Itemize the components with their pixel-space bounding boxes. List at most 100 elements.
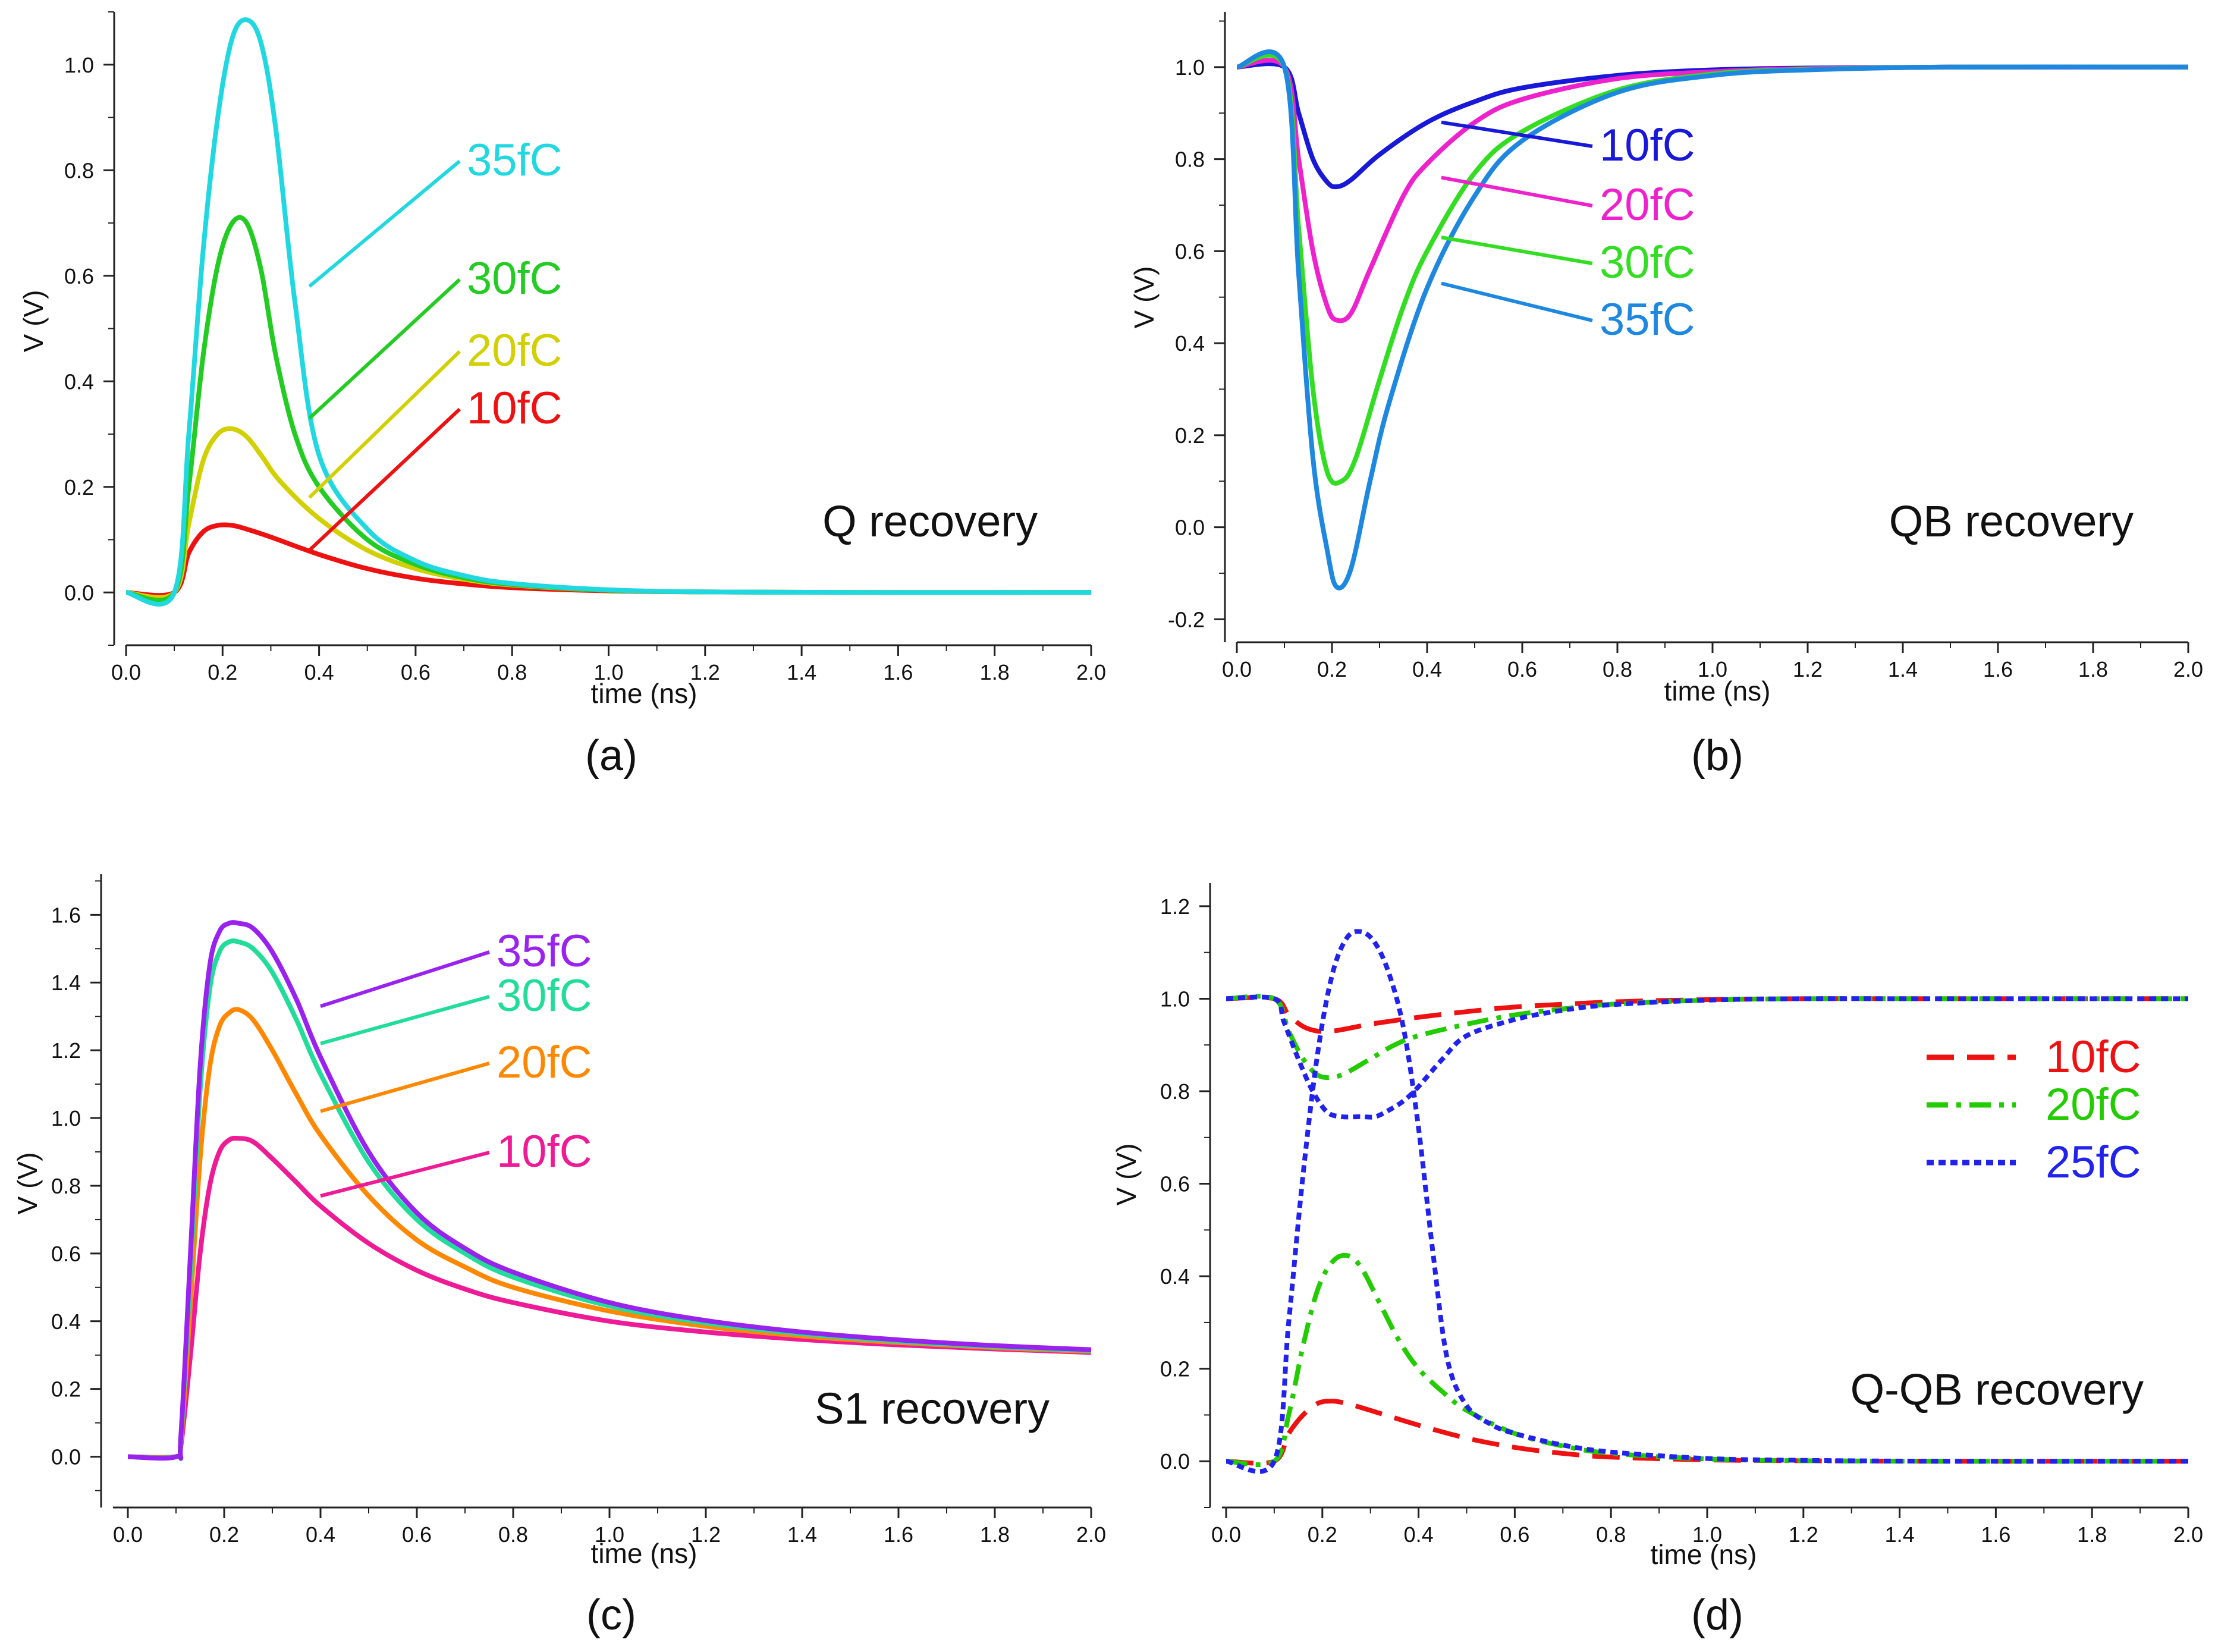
panel-d: 0.0 0.2 0.4 0.6 0.8 1.0 1.2 1.4 1.6 1.8 2.0 0.0 0.2 0… [1111, 883, 2203, 1639]
panel-a-lines [125, 17, 1092, 607]
series-line-10fC [1226, 995, 2188, 1034]
y-tick-label: 1.0 [51, 1106, 81, 1130]
label-arrow-20fC [320, 1061, 490, 1113]
panel-a-ylabel: V (V) [18, 290, 49, 353]
x-tick-label: 1.2 [1789, 1522, 1818, 1547]
x-tick-label: 1.8 [980, 1522, 1010, 1547]
panel-d-lines [1226, 929, 2189, 1474]
series-line-35fC [1236, 49, 2189, 591]
series-line-35fC [125, 17, 1092, 607]
x-tick-label: 0.4 [1412, 657, 1442, 681]
x-tick-label: 0.8 [498, 1522, 528, 1547]
series-line-25fC [1226, 929, 2189, 1474]
y-tick-label: 0.8 [51, 1174, 81, 1198]
y-tick-label: 1.6 [51, 903, 81, 927]
series-label-35fC: 35fC [1600, 294, 1695, 345]
x-tick-label: 0.4 [1404, 1522, 1434, 1547]
series-label-10fC: 10fC [1600, 120, 1695, 171]
y-tick-label: 1.4 [51, 971, 81, 995]
y-tick-label: 0.6 [64, 264, 94, 288]
panel-a-axes: 0.0 0.2 0.4 0.6 0.8 1.0 1.2 1.4 1.6 1.8 2.0 0.0 0.2 0… [64, 11, 1106, 684]
series-line-35fC [127, 920, 1092, 1461]
panel-d-axes: 0.0 0.2 0.4 0.6 0.8 1.0 1.2 1.4 1.6 1.8 2.0 0.0 0.2 0… [1160, 883, 2203, 1547]
x-tick-label: 1.2 [691, 1522, 721, 1547]
x-tick-label: 0.4 [304, 660, 334, 684]
y-tick-label: 0.6 [1175, 239, 1205, 263]
label-arrow-20fC [1441, 175, 1593, 208]
x-tick-label: 1.8 [2077, 1522, 2107, 1547]
legend-10fC-label: 10fC [2046, 1032, 2141, 1082]
x-tick-label: 1.8 [980, 660, 1010, 684]
panel-a-annotation: Q recovery [822, 497, 1038, 546]
panel-b-annotation: QB recovery [1889, 497, 2134, 546]
x-tick-label: 0.2 [1308, 1522, 1337, 1547]
x-tick-label: 0.0 [1222, 657, 1252, 681]
x-tick-label: 1.0 [1698, 657, 1727, 681]
y-tick-label: 0.0 [51, 1445, 81, 1469]
x-tick-label: 1.6 [883, 660, 913, 684]
panel-b-lines [1236, 49, 2189, 591]
series-line-30fC [127, 938, 1092, 1462]
series-label-10fC: 10fC [467, 383, 563, 434]
x-tick-label: 1.8 [2078, 657, 2108, 681]
y-tick-label: 0.2 [1175, 423, 1205, 448]
y-tick-label: 0.0 [64, 580, 94, 605]
y-tick-label: 0.8 [1160, 1079, 1190, 1104]
y-tick-label: 1.2 [1160, 894, 1190, 919]
panel-c-axes: 0.0 0.2 0.4 0.6 0.8 1.0 1.2 1.4 1.6 1.8 2.0 0.0 0.2 0… [51, 874, 1106, 1547]
x-tick-label: 0.8 [1603, 657, 1632, 681]
x-tick-label: 2.0 [1076, 1522, 1106, 1547]
x-tick-label: 1.0 [1692, 1522, 1722, 1547]
y-tick-label: 0.0 [1160, 1449, 1190, 1474]
legend-25fC-label: 25fC [2046, 1137, 2141, 1188]
label-arrow-10fC [320, 1151, 490, 1198]
x-tick-label: 0.2 [208, 660, 237, 684]
label-arrow-20fC [308, 350, 461, 499]
x-tick-label: 1.0 [595, 1522, 624, 1547]
series-label-20fC: 20fC [497, 1037, 592, 1088]
x-tick-label: 0.6 [402, 1522, 432, 1547]
y-tick-label: 0.8 [1175, 147, 1205, 172]
x-tick-label: 0.0 [113, 1522, 143, 1547]
series-line-30fC [1236, 52, 2189, 486]
x-tick-label: 0.6 [401, 660, 431, 684]
legend-20fC-label: 20fC [2046, 1079, 2141, 1130]
panel-b-ylabel: V (V) [1129, 266, 1160, 329]
label-arrow-30fC [308, 278, 461, 420]
panel-a-series-labels: 35fC 30fC 20fC 10fC [308, 135, 563, 552]
label-arrow-35fC [1441, 281, 1593, 322]
series-line-25fC [1226, 994, 2188, 1120]
panel-d-legend: 10fC 20fC 25fC [1927, 1032, 2141, 1188]
label-arrow-10fC [308, 407, 461, 552]
y-tick-label: 0.2 [64, 475, 94, 500]
x-tick-label: 2.0 [2173, 657, 2203, 681]
series-label-30fC: 30fC [497, 971, 592, 1021]
label-arrow-35fC [320, 950, 490, 1008]
y-tick-label: 0.6 [51, 1242, 81, 1266]
series-line-20fC [1226, 1252, 2189, 1467]
series-line-20fC [1236, 58, 2189, 324]
x-tick-label: 1.6 [1981, 1522, 2010, 1547]
x-tick-label: 0.6 [1500, 1522, 1529, 1547]
x-tick-label: 2.0 [2173, 1522, 2203, 1547]
x-tick-label: 1.4 [787, 660, 816, 684]
x-tick-label: 1.4 [787, 1522, 817, 1547]
panel-c-caption: (c) [586, 1591, 636, 1639]
x-tick-label: 0.8 [497, 660, 527, 684]
y-tick-label: 1.0 [1160, 987, 1190, 1011]
x-tick-label: 0.2 [209, 1522, 239, 1547]
panel-c-annotation: S1 recovery [815, 1384, 1050, 1433]
x-tick-label: 0.8 [1596, 1522, 1626, 1547]
x-tick-label: 1.2 [690, 660, 720, 684]
series-line-20fC [1226, 994, 2188, 1081]
label-arrow-30fC [320, 995, 490, 1045]
x-tick-label: 0.6 [1507, 657, 1537, 681]
panel-a-caption: (a) [585, 732, 637, 780]
x-tick-label: 2.0 [1076, 660, 1106, 684]
panel-a: 0.0 0.2 0.4 0.6 0.8 1.0 1.2 1.4 1.6 1.8 2.0 0.0 0.2 0… [18, 11, 1106, 780]
series-label-10fC: 10fC [497, 1126, 592, 1177]
panel-b-caption: (b) [1691, 732, 1743, 780]
series-line-10fC [127, 1135, 1092, 1460]
label-arrow-30fC [1441, 235, 1593, 265]
